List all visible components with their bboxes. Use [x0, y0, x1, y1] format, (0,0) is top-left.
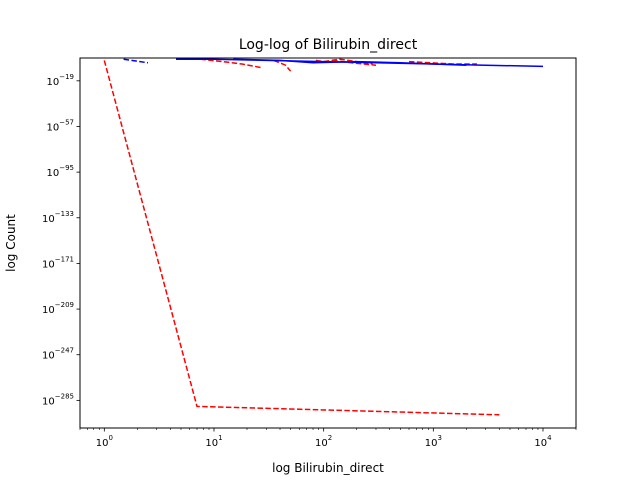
x-tick-label: 104 — [534, 434, 552, 449]
y-axis-label: log Count — [4, 214, 18, 272]
series-line-8 — [233, 58, 467, 66]
series-line-2 — [273, 59, 292, 72]
x-axis-label: log Bilirubin_direct — [272, 461, 384, 475]
y-tick-label: 10−133 — [42, 210, 74, 225]
series-line-6 — [123, 58, 149, 64]
y-tick-label: 10−19 — [46, 73, 74, 88]
chart-title: Log-log of Bilirubin_direct — [239, 37, 418, 53]
series-layer — [103, 58, 544, 416]
plot-frame — [79, 57, 577, 429]
y-tick-label: 10−285 — [42, 392, 74, 407]
x-tick-label: 100 — [96, 434, 113, 449]
y-tick-label: 10−57 — [46, 118, 74, 133]
x-tick-label: 102 — [315, 434, 332, 449]
y-axis: 10−19 10−57 10−95 10−133 10−171 10−209 10−247 1… — [42, 73, 80, 407]
series-line-7 — [176, 58, 544, 68]
series-line-1 — [200, 58, 262, 69]
x-tick-label: 103 — [425, 434, 442, 449]
y-tick-label: 10−171 — [42, 255, 74, 270]
series-line-0 — [103, 60, 500, 416]
y-tick-label: 10−247 — [42, 347, 74, 362]
x-axis: 100 101 102 103 104 — [79, 428, 577, 449]
y-tick-label: 10−95 — [46, 164, 74, 179]
x-tick-label: 101 — [205, 434, 222, 449]
y-tick-label: 10−209 — [42, 301, 74, 316]
